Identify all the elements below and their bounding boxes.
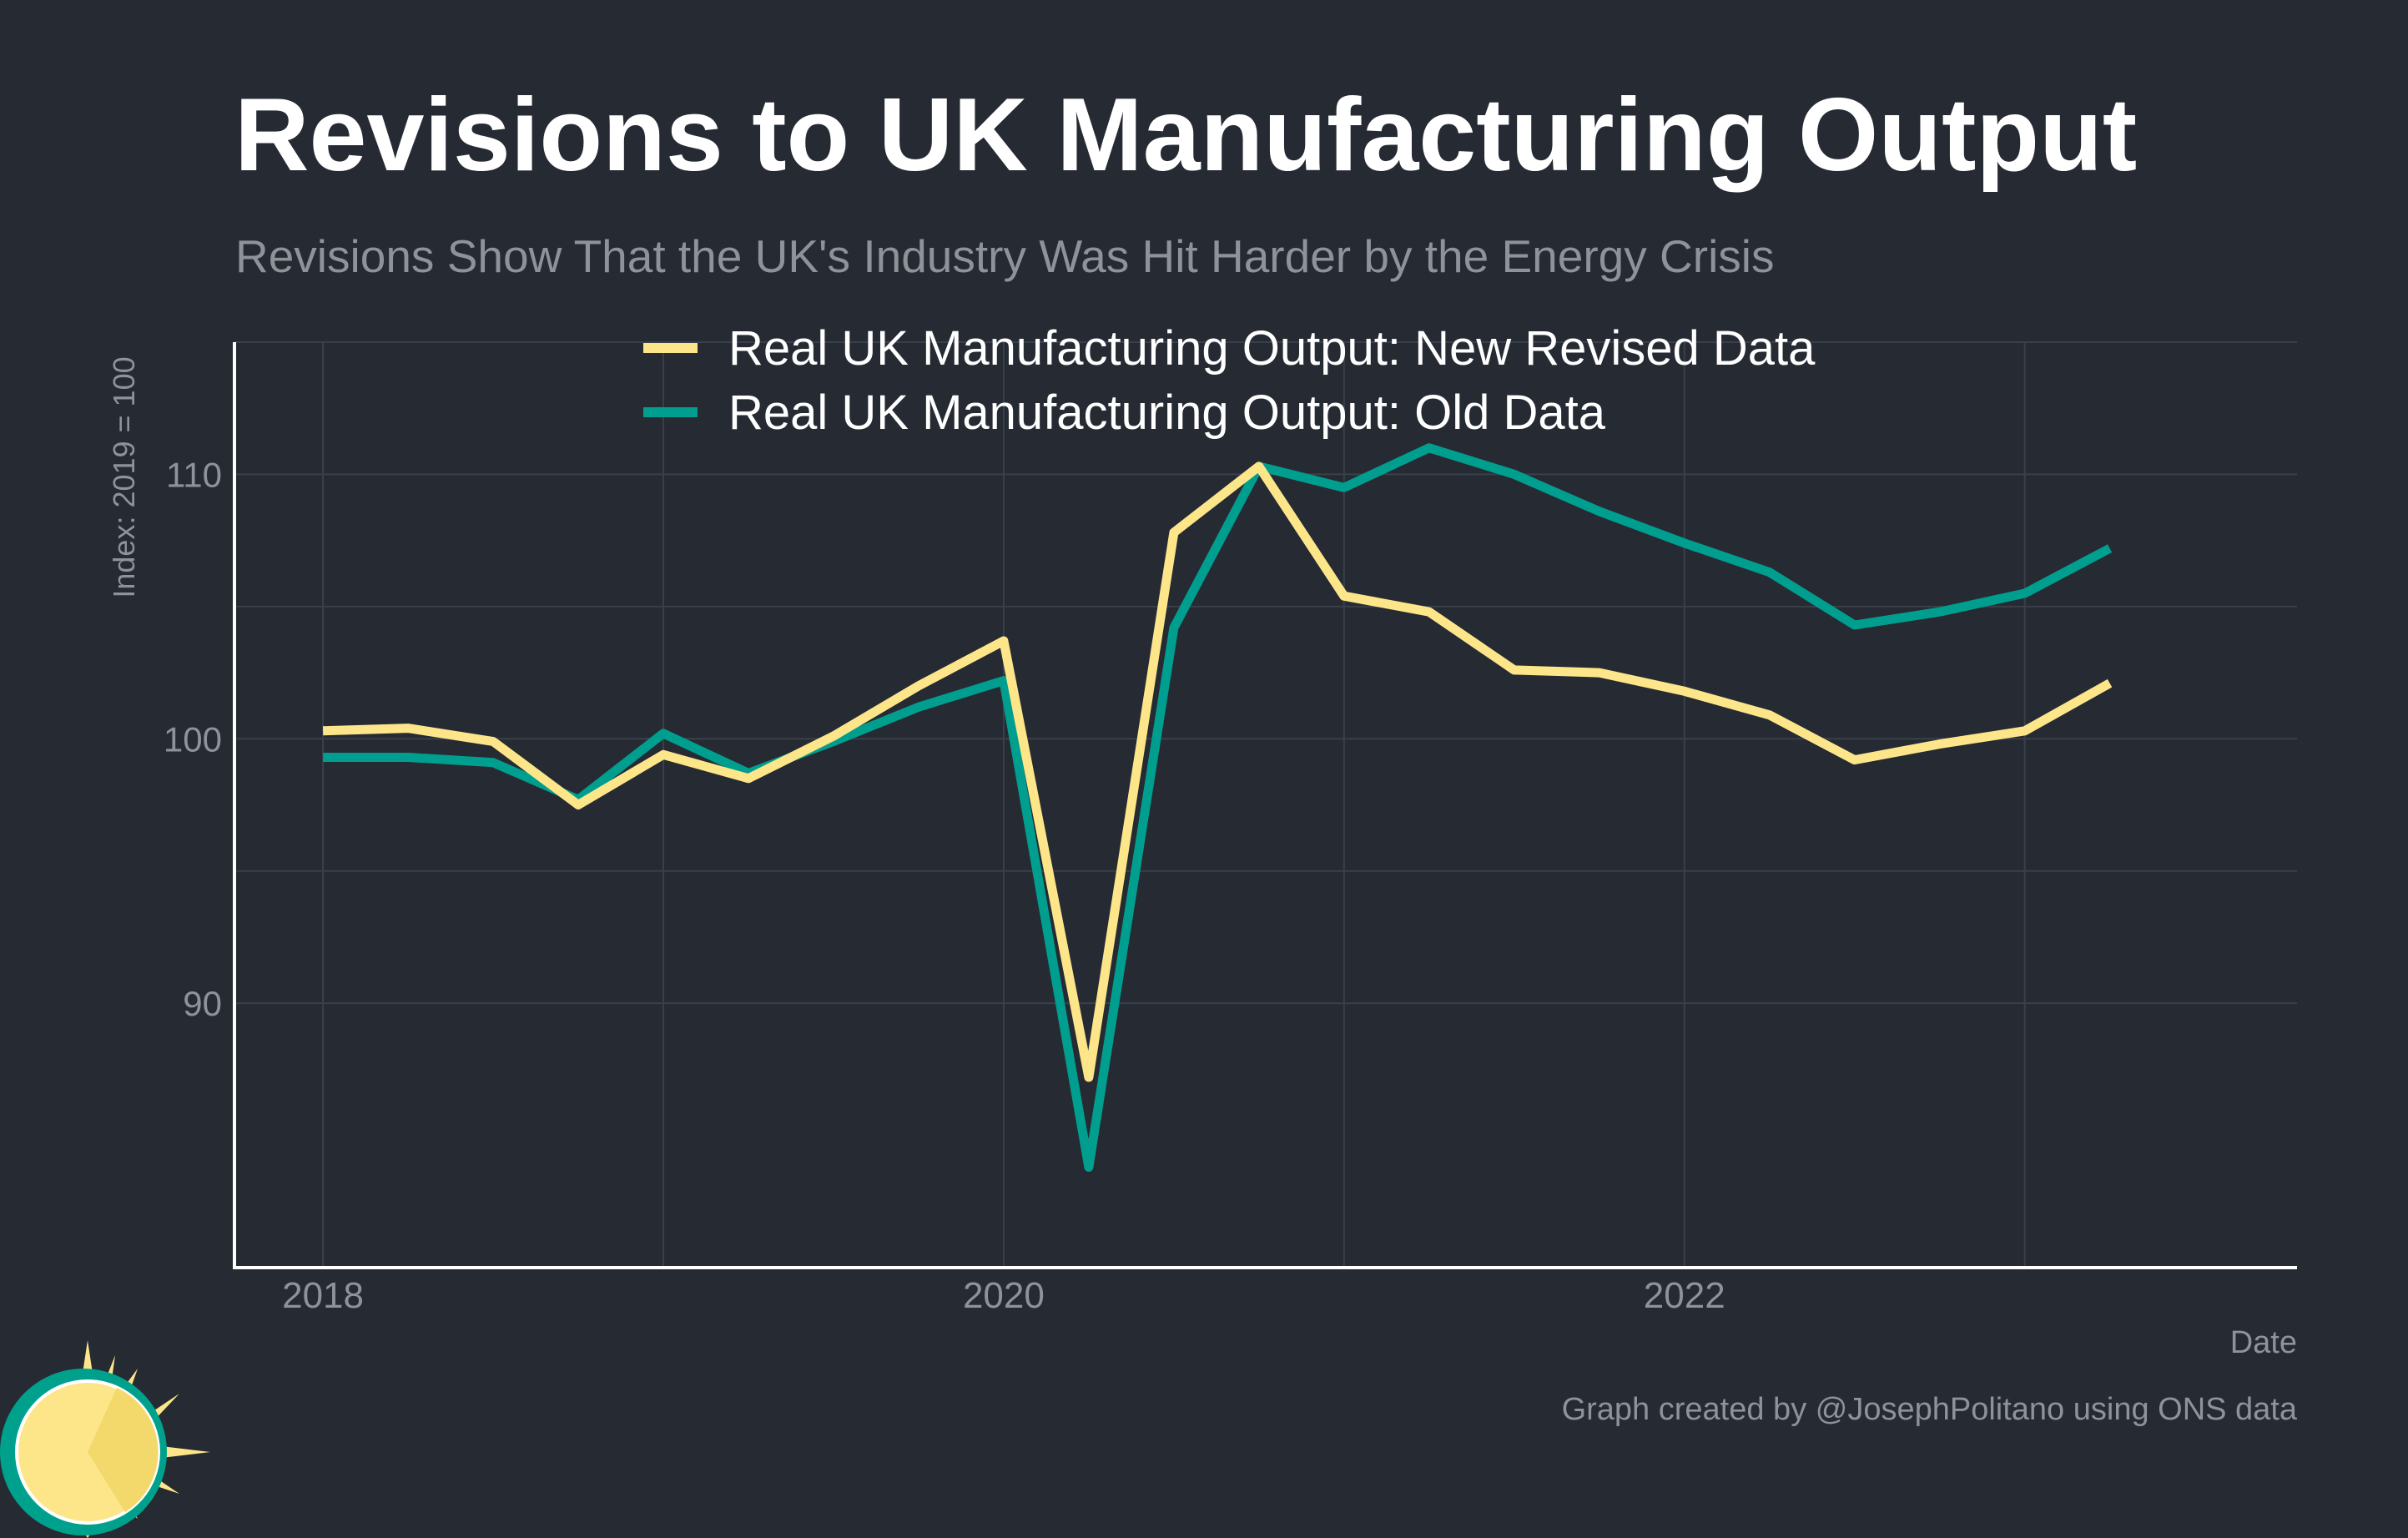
legend-label: Real UK Manufacturing Output: Old Data bbox=[728, 386, 1606, 440]
y-tick-label: 110 bbox=[166, 455, 222, 494]
x-tick-labels: 2018 2020 2022 bbox=[282, 1275, 1725, 1316]
legend-label: Real UK Manufacturing Output: New Revise… bbox=[728, 321, 1816, 376]
legend: Real UK Manufacturing Output: New Revise… bbox=[643, 321, 1816, 440]
y-tick-label: 90 bbox=[183, 984, 222, 1023]
sun-shade bbox=[88, 1388, 159, 1512]
source-caption: Graph created by @JosephPolitano using O… bbox=[1562, 1392, 2298, 1427]
sun-logo-icon bbox=[0, 1340, 210, 1538]
y-tick-label: 100 bbox=[164, 719, 222, 759]
chart-title: Revisions to UK Manufacturing Output bbox=[234, 78, 2138, 193]
x-tick-label: 2022 bbox=[1644, 1275, 1725, 1316]
chart-subtitle: Revisions Show That the UK's Industry Wa… bbox=[235, 230, 1775, 282]
series-lines bbox=[322, 443, 2113, 1172]
y-tick-labels: 90 100 110 bbox=[164, 455, 222, 1023]
y-axis-label: Index: 2019 = 100 bbox=[107, 356, 141, 598]
x-tick-label: 2018 bbox=[282, 1275, 364, 1316]
series-line bbox=[323, 443, 2113, 1172]
series-line bbox=[322, 461, 2113, 1082]
x-tick-label: 2020 bbox=[963, 1275, 1045, 1316]
x-axis-label: Date bbox=[2230, 1325, 2297, 1360]
